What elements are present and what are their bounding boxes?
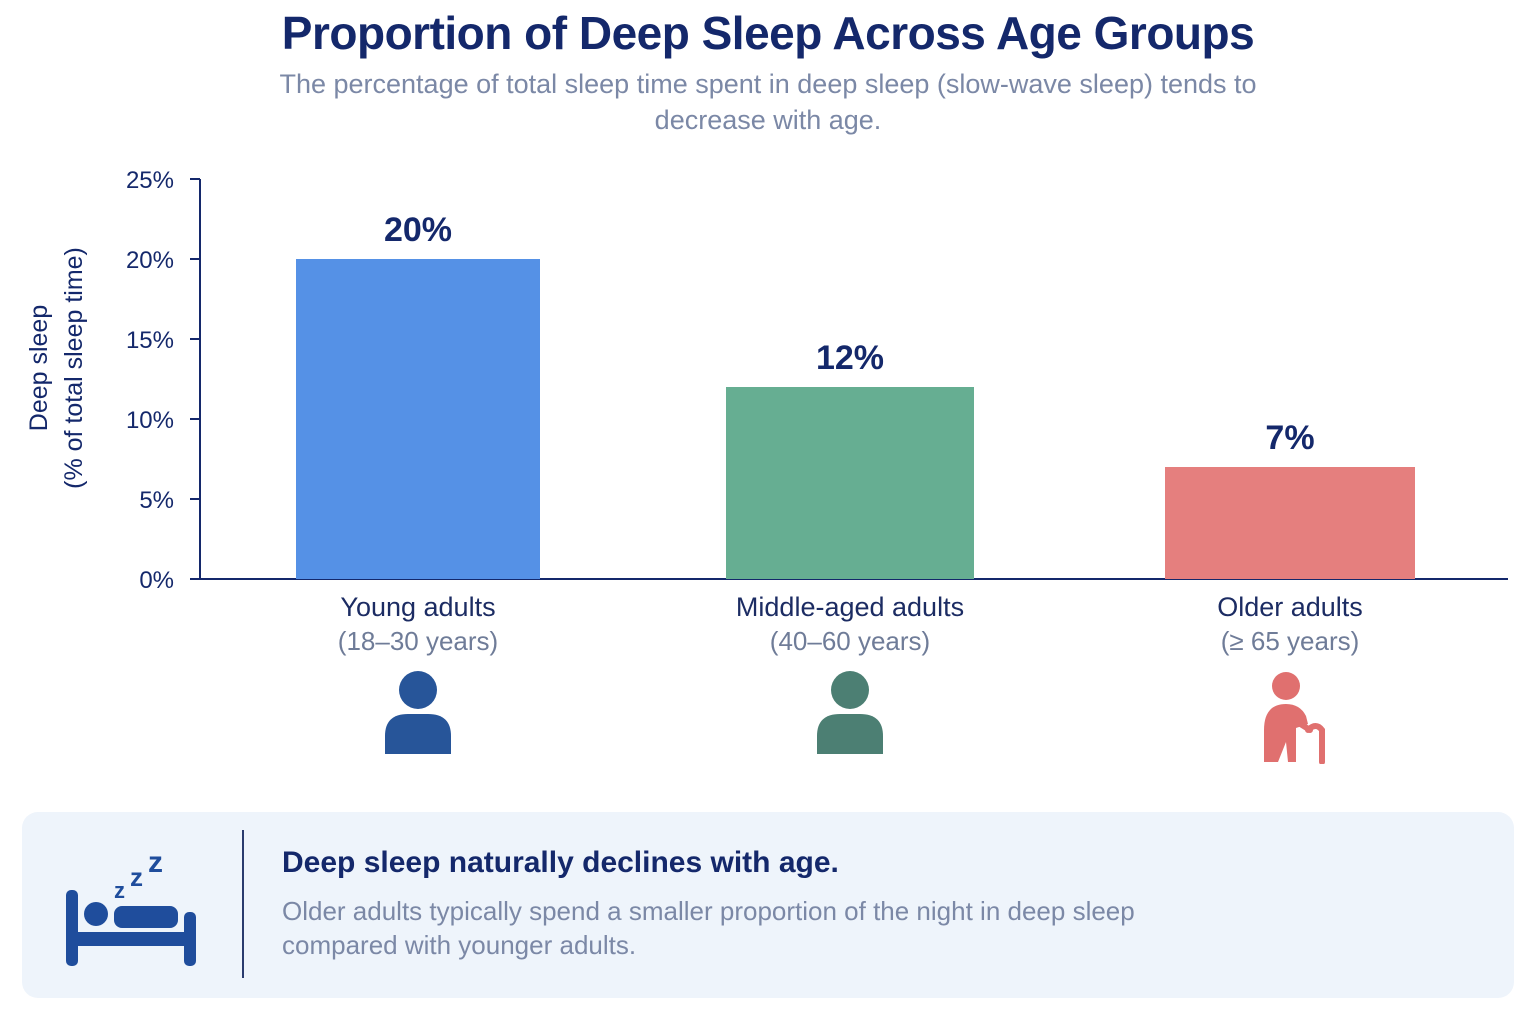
y-tick-label: 5% [139,487,174,514]
category-age-range: (18–30 years) [337,626,499,656]
older-adult-with-cane-icon [1250,668,1330,769]
callout-divider [242,830,244,978]
value-label-3: 7% [1265,419,1314,457]
svg-text:z: z [114,878,125,903]
young-adult-person-icon [378,668,458,769]
callout-body: Older adults typically spend a smaller p… [282,896,1135,960]
category-label-1: Young adults (18–30 years) [238,590,598,658]
category-label-3: Older adults (≥ 65 years) [1110,590,1470,658]
y-axis-ticks: 0% 5% 10% 15% 20% 25% [126,167,200,594]
insight-callout: z z z Deep sleep naturally declines with… [22,812,1514,998]
middle-aged-person-icon [810,668,890,769]
y-tick-label: 20% [126,247,174,274]
bar-1 [296,259,540,579]
value-label-2: 12% [816,339,884,377]
category-name: Middle-aged adults [735,592,965,622]
sleeping-in-bed-icon: z z z [62,842,202,977]
y-tick-label: 0% [139,567,174,594]
y-tick-label: 10% [126,407,174,434]
y-axis-label-line-2: (% of total sleep time) [60,247,88,489]
chart-subtitle: The percentage of total sleep time spent… [279,69,1257,135]
svg-text:z: z [148,846,163,879]
bar-chart: Deep sleep (% of total sleep time) 0% 5% 1… [25,167,1508,594]
category-label-2: Middle-aged adults (40–60 years) [670,590,1030,658]
category-name: Young adults [340,592,496,622]
y-axis-label-line-1: Deep sleep [25,305,53,431]
bars [296,259,1415,579]
y-tick-label: 15% [126,327,174,354]
y-axis-label: Deep sleep (% of total sleep time) [25,247,88,489]
value-labels: 20% 12% 7% [384,211,1315,457]
callout-heading: Deep sleep naturally declines with age. [282,846,839,879]
svg-text:z: z [130,862,143,892]
category-age-range: (40–60 years) [769,626,931,656]
y-tick-label: 25% [126,167,174,194]
category-name: Older adults [1217,592,1363,622]
value-label-1: 20% [384,211,452,249]
category-age-range: (≥ 65 years) [1220,626,1360,656]
chart-title: Proportion of Deep Sleep Across Age Grou… [281,7,1255,59]
bar-3 [1165,467,1415,579]
bar-2 [726,387,974,579]
